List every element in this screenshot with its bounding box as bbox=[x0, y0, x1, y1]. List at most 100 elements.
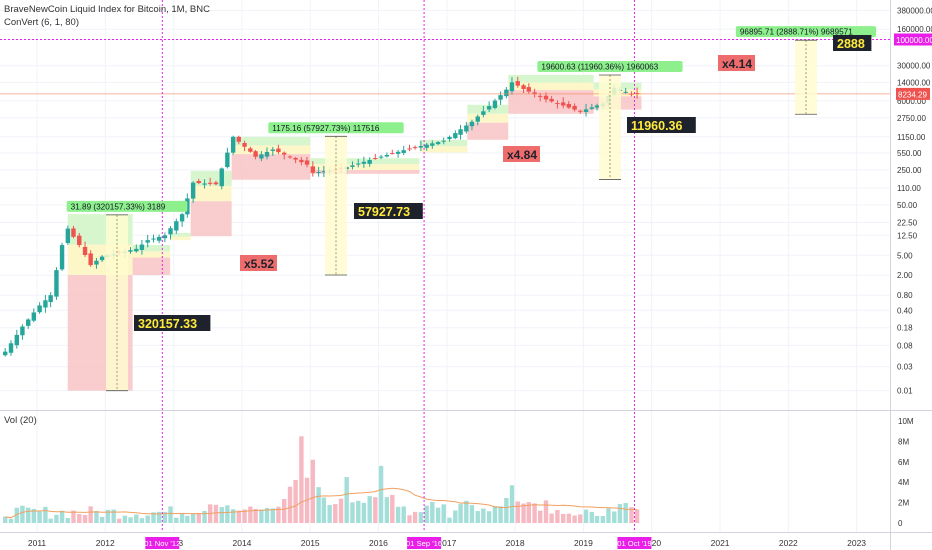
measure-label: 96895.71 (2888.71%) 9689571 bbox=[740, 28, 853, 37]
volume-tick-label: 10M bbox=[898, 417, 914, 426]
target-price-badge bbox=[894, 33, 932, 46]
volume-bar bbox=[475, 511, 480, 523]
band-red bbox=[190, 201, 232, 237]
price-tick-label: 50.00 bbox=[897, 201, 918, 210]
band-yellow bbox=[190, 186, 232, 202]
candle-body bbox=[555, 103, 560, 105]
candle-body bbox=[469, 121, 475, 127]
band-red bbox=[310, 170, 420, 174]
year-label: 2021 bbox=[711, 538, 730, 548]
volume-bar bbox=[242, 509, 247, 523]
candle-body bbox=[293, 157, 298, 160]
ratio-label: x4.14 bbox=[722, 57, 752, 71]
price-tick-label: 5.00 bbox=[897, 251, 913, 260]
volume-bar bbox=[390, 494, 395, 523]
volume-bar bbox=[418, 512, 424, 523]
price-tick-label: 30000.00 bbox=[897, 62, 931, 71]
candle-body bbox=[145, 240, 150, 243]
volume-bar bbox=[185, 515, 190, 523]
candle-body bbox=[378, 156, 384, 158]
volume-bar bbox=[139, 518, 145, 523]
price-tick-label: 110.00 bbox=[897, 184, 921, 193]
volume-bar bbox=[555, 509, 560, 523]
candle-body bbox=[156, 236, 162, 241]
price-tick-label: 14000.00 bbox=[897, 78, 931, 87]
volume-bar bbox=[634, 509, 640, 523]
band-yellow bbox=[170, 236, 191, 241]
candle-body bbox=[310, 166, 316, 173]
year-label: 2020 bbox=[642, 538, 661, 548]
band-red bbox=[508, 90, 594, 114]
date-badge bbox=[145, 537, 180, 549]
volume-bar bbox=[310, 459, 316, 523]
volume-bar bbox=[3, 516, 8, 523]
volume-bar bbox=[526, 502, 531, 523]
band-yellow bbox=[132, 251, 171, 258]
volume-bar bbox=[162, 511, 168, 523]
price-tick-label: 250.00 bbox=[897, 166, 922, 175]
volume-bar bbox=[464, 500, 469, 523]
measure-label: 31.89 (320157.33%) 3189 bbox=[71, 202, 166, 211]
price-tick-label: 0.08 bbox=[897, 341, 913, 350]
indicator-title: ConVert (6, 1, 80) bbox=[4, 17, 79, 28]
candle-body bbox=[213, 182, 219, 185]
price-tick-label: 160000.00 bbox=[897, 25, 932, 34]
year-label: 2018 bbox=[506, 538, 525, 548]
volume-ma-line bbox=[5, 487, 638, 519]
band-yellow bbox=[467, 113, 509, 123]
candle-body bbox=[88, 253, 93, 265]
volume-bar bbox=[435, 507, 441, 523]
candle-body bbox=[168, 228, 173, 235]
volume-bar bbox=[606, 508, 611, 523]
volume-bar bbox=[458, 504, 463, 523]
candle-body bbox=[26, 319, 31, 326]
volume-bar bbox=[77, 514, 82, 523]
volume-bar bbox=[105, 509, 111, 523]
volume-tick-label: 6M bbox=[898, 458, 909, 467]
band-red bbox=[231, 154, 311, 180]
band-green bbox=[310, 158, 420, 165]
candle-body bbox=[395, 151, 401, 154]
volume-bar bbox=[395, 506, 401, 523]
band-red bbox=[132, 257, 171, 276]
band-green bbox=[170, 232, 191, 237]
volume-bar bbox=[430, 501, 435, 523]
year-label: 2014 bbox=[232, 538, 251, 548]
price-tick-label: 0.18 bbox=[897, 324, 913, 333]
volume-bar bbox=[629, 507, 634, 523]
volume-bar bbox=[612, 511, 617, 523]
volume-bar bbox=[453, 510, 458, 523]
volume-bar bbox=[356, 500, 361, 523]
price-tick-label: 380000.00 bbox=[897, 6, 932, 15]
volume-bar bbox=[116, 518, 122, 523]
volume-bar bbox=[486, 511, 492, 523]
date-badge-text: 01 Sep '16 bbox=[406, 539, 442, 548]
year-label: 2023 bbox=[847, 538, 866, 548]
volume-bar bbox=[583, 509, 589, 523]
candle-body bbox=[82, 246, 88, 256]
candle-body bbox=[316, 172, 321, 174]
candle-body bbox=[578, 110, 583, 112]
candle-body bbox=[276, 148, 281, 153]
volume-bar bbox=[264, 508, 270, 523]
candle-body bbox=[481, 111, 486, 115]
candle-body bbox=[270, 149, 276, 151]
candle-body bbox=[65, 228, 71, 244]
candle-body bbox=[248, 148, 253, 152]
volume-bar bbox=[321, 497, 327, 523]
volume-bar bbox=[128, 517, 133, 523]
volume-bar bbox=[515, 501, 520, 523]
volume-bar bbox=[37, 511, 42, 523]
volume-bar bbox=[344, 477, 349, 523]
candle-body bbox=[407, 148, 412, 150]
candle-body bbox=[196, 181, 201, 184]
volume-bar bbox=[578, 514, 583, 523]
year-label: 2011 bbox=[28, 538, 47, 548]
volume-bar bbox=[282, 499, 287, 523]
measure-label: 19600.63 (11960.36%) 1960063 bbox=[541, 62, 658, 71]
volume-tick-label: 8M bbox=[898, 437, 909, 446]
candle-body bbox=[401, 150, 406, 153]
volume-bar bbox=[350, 502, 355, 523]
candle-body bbox=[31, 312, 37, 321]
